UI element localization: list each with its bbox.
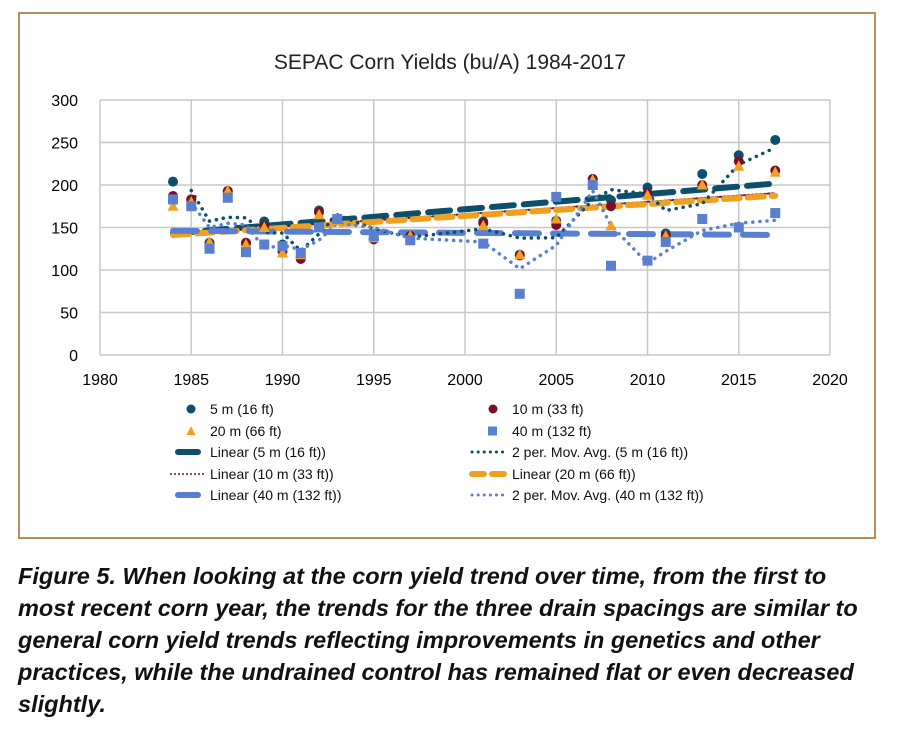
trendline-linear <box>170 227 779 238</box>
legend-label: 2 per. Mov. Avg. (5 m (16 ft)) <box>512 444 689 460</box>
legend-40m: 40 m (132 ft) <box>468 421 591 441</box>
legend-swatch-icon <box>488 426 497 435</box>
data-point <box>642 255 653 266</box>
data-point <box>697 168 708 179</box>
data-point <box>605 219 617 231</box>
data-point <box>258 221 270 232</box>
data-point <box>405 235 416 246</box>
chart-title: SEPAC Corn Yields (bu/A) 1984-2017 <box>274 51 626 74</box>
legend-label: 5 m (16 ft) <box>210 401 274 417</box>
legend-swatch-icon <box>186 425 196 435</box>
data-point <box>660 236 671 247</box>
legend-swatch-icon <box>470 493 508 497</box>
legend-swatch-icon <box>175 492 201 498</box>
data-point <box>770 134 781 145</box>
y-tick-label: 250 <box>51 136 78 153</box>
trendline-linear <box>170 192 779 238</box>
data-point <box>277 241 288 252</box>
data-point <box>587 180 598 190</box>
x-tick-label: 2000 <box>447 372 483 389</box>
legend-linear-5m: Linear (5 m (16 ft)) <box>166 442 326 462</box>
data-point <box>733 222 744 233</box>
data-point <box>168 194 178 205</box>
data-point <box>606 201 616 212</box>
legend-label: 20 m (66 ft) <box>210 422 282 439</box>
legend-linear-10m: Linear (10 m (33 ft)) <box>166 464 334 484</box>
legend-label: 40 m (132 ft) <box>512 422 592 439</box>
data-point <box>240 238 252 249</box>
data-point <box>241 247 251 258</box>
data-point <box>368 231 379 241</box>
legend-label: 2 per. Mov. Avg. (40 m (132 ft)) <box>512 487 704 503</box>
data-point <box>259 239 270 250</box>
data-point <box>222 192 233 203</box>
y-tick-label: 100 <box>51 263 78 280</box>
legend-label: 10 m (33 ft) <box>512 401 584 417</box>
data-point <box>332 214 343 224</box>
data-point <box>313 208 325 220</box>
legend-swatch-icon <box>175 449 201 455</box>
data-point <box>733 160 745 171</box>
data-point <box>514 248 526 260</box>
data-point <box>204 243 215 254</box>
legend-swatch-icon <box>469 470 507 477</box>
data-point <box>697 214 708 224</box>
legend-swatch-icon <box>170 472 206 475</box>
figure-caption: Figure 5. When looking at the corn yield… <box>18 563 858 717</box>
data-point <box>167 200 179 211</box>
legend-linear-40m: Linear (40 m (132 ft)) <box>166 485 342 505</box>
legend-swatch-icon <box>186 404 196 414</box>
data-point <box>477 219 489 231</box>
legend-20m: 20 m (66 ft) <box>166 421 282 441</box>
x-tick-label: 2005 <box>538 372 574 389</box>
data-point <box>642 189 653 200</box>
data-point <box>769 166 781 177</box>
y-tick-label: 50 <box>60 306 78 323</box>
data-point <box>770 208 781 219</box>
x-tick-label: 1990 <box>265 372 301 389</box>
legend-5m: 5 m (16 ft) <box>166 399 274 419</box>
legend-label: Linear (20 m (66 ft)) <box>512 465 636 482</box>
x-tick-label: 1995 <box>356 372 392 389</box>
x-tick-label: 2010 <box>630 372 666 389</box>
y-tick-label: 200 <box>51 178 78 195</box>
legend-linear-20m: Linear (20 m (66 ft)) <box>468 464 636 484</box>
legend-label: Linear (5 m (16 ft)) <box>210 444 326 460</box>
x-tick-label: 1980 <box>82 372 118 389</box>
legend-swatch-icon <box>488 404 498 414</box>
legend-movavg-5m: 2 per. Mov. Avg. (5 m (16 ft)) <box>468 442 688 462</box>
figure-frame <box>18 12 876 539</box>
data-point <box>606 260 616 271</box>
legend-movavg-40m: 2 per. Mov. Avg. (40 m (132 ft)) <box>468 485 704 505</box>
chart: SEPAC Corn Yields (bu/A) 1984-2017 0 50 10… <box>51 51 848 389</box>
legend-swatch-icon <box>470 450 508 454</box>
y-tick-label: 300 <box>51 93 78 110</box>
data-point <box>186 201 197 212</box>
data-point <box>551 191 562 202</box>
legend-label: Linear (10 m (33 ft)) <box>210 465 334 482</box>
data-point <box>696 179 708 190</box>
data-point <box>514 288 525 299</box>
legend-label: Linear (40 m (132 ft)) <box>210 487 342 503</box>
data-point <box>314 222 324 233</box>
data-point <box>550 213 562 224</box>
data-point <box>478 238 489 249</box>
x-tick-label: 1985 <box>173 372 209 389</box>
data-point <box>295 248 306 258</box>
data-point <box>168 176 178 187</box>
legend-10m: 10 m (33 ft) <box>468 399 584 419</box>
data-point <box>277 247 288 258</box>
x-tick-label: 2015 <box>721 372 757 389</box>
y-tick-label: 0 <box>69 348 78 365</box>
trendline-linear <box>170 180 779 237</box>
x-tick-label: 2020 <box>812 372 848 389</box>
y-tick-label: 150 <box>51 221 78 238</box>
